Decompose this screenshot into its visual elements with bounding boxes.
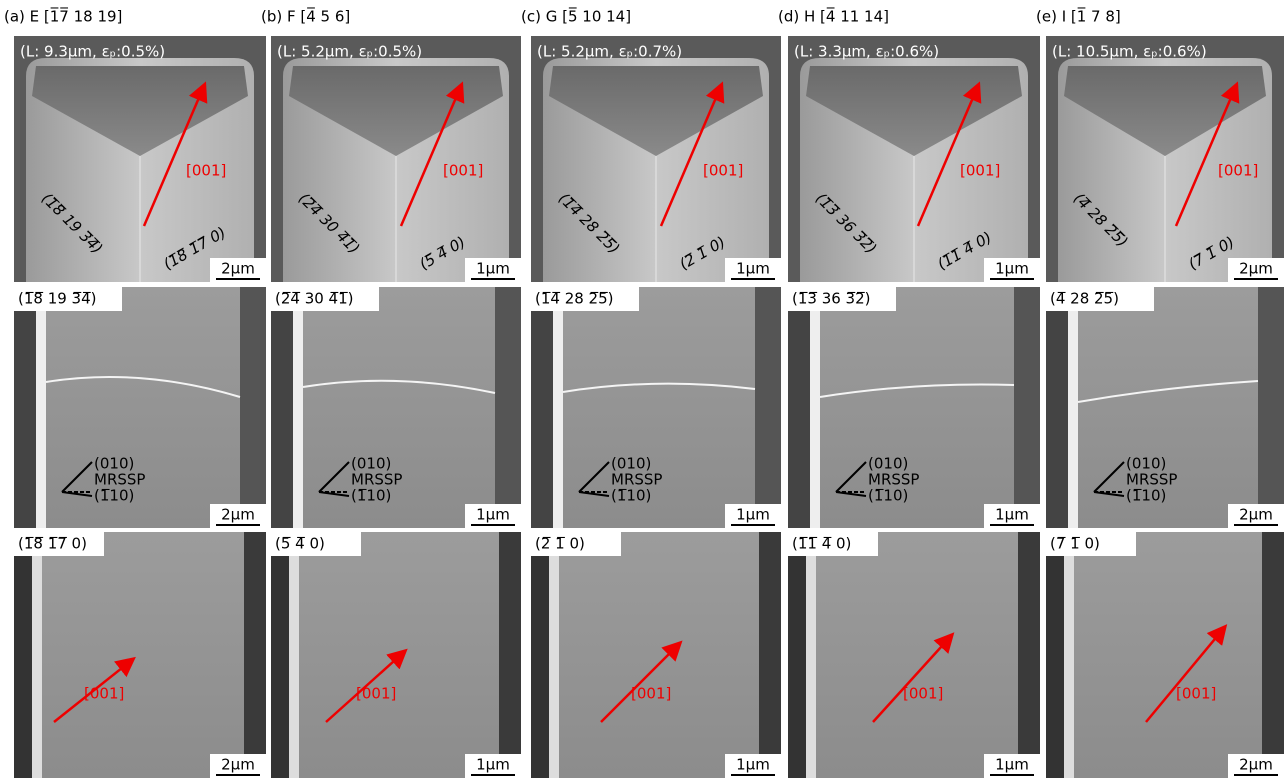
dark-edge — [1018, 532, 1040, 778]
dark-edge — [755, 287, 781, 528]
bright-edge — [1068, 287, 1078, 528]
dark-edge — [788, 532, 806, 778]
dark-edge — [271, 287, 293, 528]
info: (L: 9.3μm, εₚ:0.5%) — [20, 43, 165, 61]
arrow-label: [001] — [84, 685, 124, 703]
column-title: (d) H [4̅ 11 14] — [778, 7, 889, 26]
scale-label: 1μm — [736, 756, 770, 774]
dark-edge — [244, 532, 266, 778]
dark-edge — [1046, 287, 1068, 528]
bright-edge — [289, 532, 299, 778]
image-bg — [271, 532, 521, 778]
arrow-label: [001] — [703, 162, 743, 180]
legend-label: (1̅10) — [611, 487, 651, 505]
arrow-label: [001] — [186, 162, 226, 180]
plane-label: (7̅ 1̅ 0) — [1050, 535, 1100, 553]
legend-label: (1̅10) — [94, 487, 134, 505]
dark-edge — [759, 532, 781, 778]
dark-edge — [499, 532, 521, 778]
dark-edge — [1258, 287, 1284, 528]
scale-label: 2μm — [221, 260, 255, 278]
bright-edge — [806, 532, 816, 778]
dark-edge — [495, 287, 521, 528]
image-bg — [271, 287, 521, 528]
dark-edge — [531, 532, 549, 778]
scale-label: 1μm — [476, 506, 510, 524]
image-bg — [1046, 532, 1284, 778]
info: (L: 5.2μm, εₚ:0.7%) — [537, 43, 682, 61]
arrow-label: [001] — [1218, 162, 1258, 180]
plane-label: (5̅ 4̅ 0) — [275, 535, 325, 553]
bright-edge — [293, 287, 303, 528]
dark-edge — [788, 287, 810, 528]
info: (L: 10.5μm, εₚ:0.6%) — [1052, 43, 1207, 61]
image-bg — [788, 287, 1040, 528]
scale-label: 1μm — [736, 260, 770, 278]
image-bg — [531, 532, 781, 778]
info: (L: 5.2μm, εₚ:0.5%) — [277, 43, 422, 61]
plane-label: (2̅4̅ 30 4̅1̅) — [275, 290, 354, 308]
arrow-label: [001] — [1176, 685, 1216, 703]
column-title: (e) I [1̅ 7 8] — [1036, 7, 1121, 26]
bright-edge — [549, 532, 559, 778]
column-title: (c) G [5̅ 10 14] — [521, 7, 631, 26]
info: (L: 3.3μm, εₚ:0.6%) — [794, 43, 939, 61]
scale-label: 1μm — [995, 756, 1029, 774]
legend-label: (1̅10) — [351, 487, 391, 505]
arrow-label: [001] — [960, 162, 1000, 180]
dark-edge — [14, 532, 32, 778]
image-bg — [788, 532, 1040, 778]
arrow-label: [001] — [903, 685, 943, 703]
scale-label: 2μm — [1239, 260, 1273, 278]
dark-edge — [1046, 532, 1064, 778]
plane-label: (1̅4̅ 28 2̅5̅) — [535, 290, 614, 308]
scale-label: 2μm — [1239, 756, 1273, 774]
plane-label: (4̅ 28 2̅5̅) — [1050, 290, 1119, 308]
image-bg — [531, 287, 781, 528]
dark-edge — [271, 532, 289, 778]
scale-label: 1μm — [995, 260, 1029, 278]
bright-edge — [810, 287, 820, 528]
image-bg — [14, 287, 266, 528]
scale-label: 2μm — [221, 506, 255, 524]
arrow-label: [001] — [356, 685, 396, 703]
plane-label: (1̅8̅ 1̅7̅ 0) — [18, 535, 87, 553]
dark-edge — [240, 287, 266, 528]
dark-edge — [1014, 287, 1040, 528]
bright-edge — [36, 287, 46, 528]
dark-edge — [14, 287, 36, 528]
bright-edge — [1064, 532, 1074, 778]
dark-edge — [531, 287, 553, 528]
legend-label: (1̅10) — [868, 487, 908, 505]
figure: (a) E [1̅7̅ 18 19] (L: 9.3μm, εₚ:0.5%) (1̅… — [0, 0, 1284, 778]
bright-edge — [553, 287, 563, 528]
plane-label: (1̅8̅ 19 3̅4̅) — [18, 290, 97, 308]
plane-label: (1̅3̅ 36 3̅2̅) — [792, 290, 871, 308]
arrow-label: [001] — [443, 162, 483, 180]
column-title: (b) F [4̅ 5 6] — [261, 7, 350, 26]
scale-label: 2μm — [221, 756, 255, 774]
scale-label: 1μm — [476, 260, 510, 278]
bright-edge — [32, 532, 42, 778]
column-title: (a) E [1̅7̅ 18 19] — [4, 7, 122, 26]
image-bg — [14, 532, 266, 778]
plane-label: (2̅ 1̅ 0) — [535, 535, 585, 553]
arrow-label: [001] — [631, 685, 671, 703]
legend-label: (1̅10) — [1126, 487, 1166, 505]
scale-label: 1μm — [995, 506, 1029, 524]
scale-label: 2μm — [1239, 506, 1273, 524]
plane-label: (1̅1̅ 4̅ 0) — [792, 535, 851, 553]
scale-label: 1μm — [476, 756, 510, 774]
scale-label: 1μm — [736, 506, 770, 524]
dark-edge — [1262, 532, 1284, 778]
